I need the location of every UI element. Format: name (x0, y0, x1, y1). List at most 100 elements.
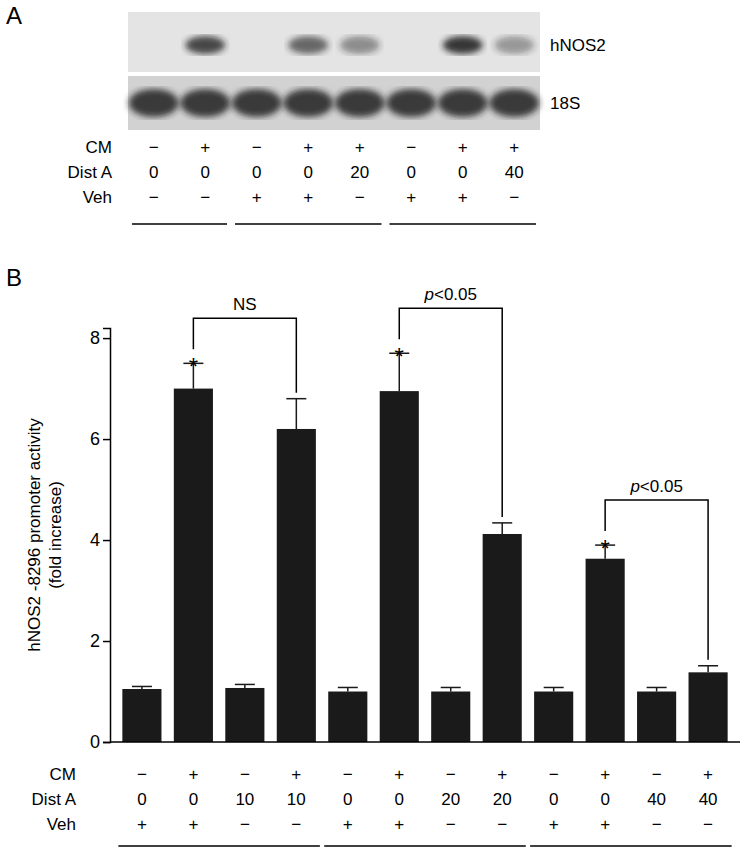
condition-value: − (240, 815, 250, 834)
band (443, 36, 483, 54)
significance-label: p<0.05 (629, 477, 682, 496)
condition-value: 0 (600, 790, 609, 809)
tick-label: 2 (90, 631, 100, 651)
condition-value: + (188, 765, 198, 784)
bar (174, 389, 213, 742)
band (438, 89, 488, 117)
condition-label: CM (86, 138, 112, 157)
error-bar (286, 399, 306, 429)
condition-value: − (446, 815, 456, 834)
condition-value: + (458, 138, 468, 157)
condition-value: 10 (235, 790, 254, 809)
condition-value: 20 (350, 163, 369, 182)
blot-label: 18S (550, 94, 580, 113)
error-bar (132, 686, 152, 689)
bar (328, 692, 367, 742)
tick-mark (103, 338, 110, 340)
band (129, 89, 179, 117)
condition-value: + (600, 765, 610, 784)
error-cap (132, 686, 152, 688)
tick-label: 0 (90, 732, 100, 752)
blot-label: hNOS2 (550, 36, 606, 55)
tick-mark (103, 742, 110, 744)
blot (128, 12, 540, 72)
bar (483, 534, 522, 742)
error-bar (338, 687, 358, 691)
condition-value: − (252, 138, 262, 157)
condition-value: + (458, 188, 468, 207)
condition-value: − (355, 188, 365, 207)
significance-label: p<0.05 (423, 285, 476, 304)
band (288, 36, 328, 54)
error-bar (492, 523, 512, 534)
condition-value: + (355, 138, 365, 157)
tick-label: 8 (90, 328, 100, 348)
y-axis-title-line: (fold increase) (46, 481, 65, 589)
error-stem (501, 523, 503, 534)
condition-value: 20 (493, 790, 512, 809)
condition-value: 0 (407, 163, 416, 182)
condition-value: − (343, 765, 353, 784)
band (386, 89, 436, 117)
error-bar (544, 687, 564, 691)
error-bar (441, 687, 461, 691)
condition-value: − (240, 765, 250, 784)
condition-label: CM (50, 765, 76, 784)
condition-value: + (703, 765, 713, 784)
panel-label: A (6, 2, 22, 29)
group-underline (132, 223, 227, 225)
condition-value: 0 (458, 163, 467, 182)
bar (380, 391, 419, 742)
significance-bracket: p<0.05 (605, 477, 708, 660)
condition-value: − (652, 765, 662, 784)
blot-background (128, 76, 540, 130)
tick-mark (103, 641, 110, 643)
annotation: * (395, 343, 404, 370)
condition-value: 0 (201, 163, 210, 182)
tick-label: 6 (90, 429, 100, 449)
condition-value: − (291, 815, 301, 834)
bar (586, 559, 625, 742)
error-cap (647, 687, 667, 689)
tick: 8 (90, 328, 110, 348)
significance-label: NS (233, 295, 257, 314)
annotation: * (600, 535, 609, 562)
significance-bracket: NS (193, 295, 296, 392)
condition-value: 0 (189, 790, 198, 809)
figure: AhNOS218SCM−+−++−++Dist A0000200040Veh−−… (0, 0, 750, 854)
significance-bracket: p<0.05 (399, 285, 502, 517)
condition-label: Dist A (32, 790, 77, 809)
panel-label: B (6, 264, 22, 291)
condition-value: 0 (549, 790, 558, 809)
condition-value: 40 (647, 790, 666, 809)
axis-line (103, 329, 111, 743)
error-cap (492, 522, 512, 524)
error-cap (338, 687, 358, 689)
condition-value: + (303, 188, 313, 207)
condition-value: + (303, 138, 313, 157)
band (283, 89, 333, 117)
band (180, 89, 230, 117)
condition-value: − (200, 188, 210, 207)
group-underline (118, 845, 320, 847)
error-stem (707, 666, 709, 673)
tick-label: 4 (90, 530, 100, 550)
condition-value: − (149, 138, 159, 157)
error-bar (235, 684, 255, 688)
bar (689, 672, 728, 742)
condition-value: 0 (304, 163, 313, 182)
y-axis-title: hNOS2 -8296 promoter activity(fold incre… (25, 418, 65, 652)
condition-label: Veh (47, 815, 76, 834)
band (232, 89, 282, 117)
tick-mark (103, 540, 110, 542)
bracket (193, 318, 296, 392)
tick: 2 (90, 631, 110, 651)
condition-value: + (137, 815, 147, 834)
band (134, 36, 174, 54)
bar (534, 692, 573, 742)
error-cap (286, 398, 306, 400)
condition-value: 0 (137, 790, 146, 809)
condition-value: + (394, 765, 404, 784)
condition-value: + (252, 188, 262, 207)
condition-value: + (394, 815, 404, 834)
